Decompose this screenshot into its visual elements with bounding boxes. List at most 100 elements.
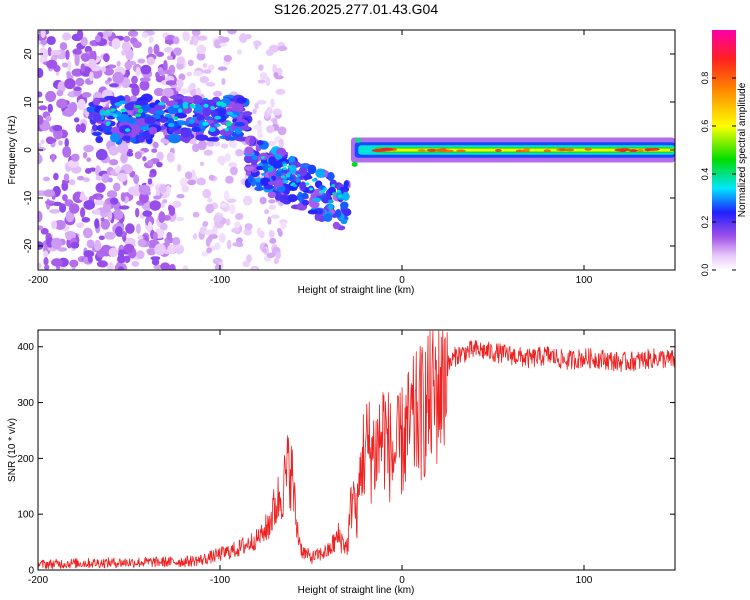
heatmap-cluster-peak — [99, 111, 105, 115]
heatmap-scatter-mark — [117, 172, 128, 182]
heatmap-scatter-mark — [64, 78, 76, 90]
heatmap-branch-mark — [307, 209, 318, 215]
heatmap-scatter-mark — [108, 145, 120, 156]
heatmap-scatter-mark — [172, 200, 182, 208]
heatmap-scatter-mark — [59, 203, 67, 213]
carrier-peak-mark — [559, 148, 567, 152]
heatmap-scatter-mark — [40, 30, 46, 39]
heatmap-scatter-mark — [40, 40, 48, 45]
heatmap-scatter-mark — [38, 91, 43, 98]
heatmap-cluster-mark — [234, 127, 242, 135]
heatmap-cluster-peak — [141, 126, 150, 131]
heatmap-scatter-mark — [137, 58, 146, 64]
heatmap-scatter-mark — [56, 89, 64, 97]
heatmap-branch-peak — [293, 184, 298, 188]
heatmap-scatter-mark — [52, 124, 63, 132]
heatmap-scatter-mark — [168, 204, 173, 212]
heatmap-scatter-mark — [73, 117, 80, 123]
heatmap-scatter-mark — [201, 250, 209, 257]
heatmap-scatter-mark — [166, 151, 175, 163]
heatmap-scatter-mark — [101, 173, 110, 184]
heatmap-branch-peak — [280, 175, 285, 179]
heatmap-scatter-mark — [223, 190, 230, 201]
heatmap-branch-mark — [267, 191, 277, 199]
snr-ytick-label: 0 — [28, 566, 34, 577]
heatmap-scatter-mark — [88, 58, 97, 69]
carrier-peak-mark — [564, 148, 575, 152]
heatmap-scatter-mark — [179, 177, 188, 188]
heatmap-xtick-label: -200 — [28, 275, 48, 286]
heatmap-scatter-mark — [268, 199, 276, 204]
heatmap-scatter-mark — [135, 181, 140, 194]
snr-xtick-label: -100 — [210, 575, 230, 586]
heatmap-ytick-label: 20 — [23, 48, 34, 60]
heatmap-scatter-mark — [243, 228, 252, 236]
heatmap-cluster-mark — [134, 100, 149, 106]
heatmap-cluster-peak — [182, 101, 189, 107]
heatmap-scatter-mark — [53, 172, 59, 181]
heatmap-scatter-mark — [167, 244, 177, 255]
heatmap-scatter-mark — [39, 47, 46, 53]
snr-plot-area: -200 -100 0 100 0 100 200 300 400 Height of stra… — [7, 329, 676, 596]
heatmap-scatter-mark — [111, 38, 121, 50]
heatmap-cluster-mark — [167, 133, 182, 144]
heatmap-scatter-mark — [108, 83, 120, 88]
heatmap-scatter-mark — [192, 233, 198, 240]
heatmap-scatter-mark — [202, 63, 208, 68]
heatmap-cluster-peak — [134, 113, 142, 117]
heatmap-scatter-mark — [76, 30, 84, 40]
heatmap-scatter-mark — [103, 68, 114, 76]
heatmap-scatter-mark — [158, 185, 167, 194]
heatmap-scatter-mark — [244, 200, 250, 206]
heatmap-scatter-mark — [163, 59, 168, 72]
heatmap-branch-mark — [307, 164, 317, 175]
heatmap-scatter-mark — [86, 157, 92, 162]
heatmap-scatter-mark — [173, 47, 182, 56]
heatmap-cluster-mark — [92, 113, 102, 123]
heatmap-scatter-mark — [79, 207, 86, 218]
heatmap-scatter-mark — [234, 213, 244, 220]
heatmap-scatter-mark — [89, 71, 94, 82]
heatmap-branch-mark — [281, 194, 289, 201]
heatmap-scatter-mark — [236, 242, 244, 248]
heatmap-scatter-mark — [181, 185, 190, 193]
heatmap-scatter-mark — [135, 250, 145, 260]
heatmap-scatter-mark — [269, 237, 277, 244]
carrier-peak-mark — [495, 149, 502, 152]
heatmap-branch-mark — [342, 191, 350, 202]
heatmap-scatter-mark — [217, 66, 228, 71]
heatmap-scatter-mark — [40, 139, 45, 145]
heatmap-cluster-peak — [214, 115, 222, 120]
heatmap-cluster-peak — [124, 128, 131, 132]
heatmap-scatter-mark — [239, 33, 248, 44]
heatmap-branch-peak — [267, 167, 272, 171]
heatmap-scatter-mark — [83, 144, 94, 153]
snr-ytick-label: 400 — [17, 342, 34, 353]
heatmap-branch-peak — [284, 180, 289, 184]
heatmap-scatter-mark — [56, 98, 68, 109]
heatmap-branch-mark — [245, 170, 252, 176]
heatmap-scatter-mark — [80, 191, 85, 201]
heatmap-scatter-mark — [66, 71, 72, 77]
heatmap-scatter-mark — [38, 146, 46, 152]
heatmap-scatter-mark — [187, 59, 194, 67]
heatmap-branch-mark — [299, 181, 307, 191]
heatmap-scatter-mark — [76, 222, 85, 228]
heatmap-cluster-mark — [205, 137, 219, 142]
heatmap-branch-peak — [332, 192, 337, 196]
heatmap-scatter-mark — [54, 219, 66, 230]
heatmap-xlabel: Height of straight line (km) — [298, 285, 415, 296]
heatmap-cluster-mark — [174, 129, 183, 135]
heatmap-scatter-mark — [275, 88, 286, 95]
heatmap-scatter-mark — [62, 109, 74, 117]
heatmap-scatter-mark — [139, 192, 149, 204]
heatmap-scatter-mark — [228, 162, 238, 168]
heatmap-xtick-label: 0 — [399, 275, 405, 286]
heatmap-cluster-peak — [189, 103, 195, 107]
heatmap-scatter-mark — [254, 102, 259, 110]
heatmap-scatter-mark — [267, 216, 272, 225]
heatmap-scatter-mark — [213, 141, 221, 147]
heatmap-scatter-mark — [259, 230, 265, 239]
